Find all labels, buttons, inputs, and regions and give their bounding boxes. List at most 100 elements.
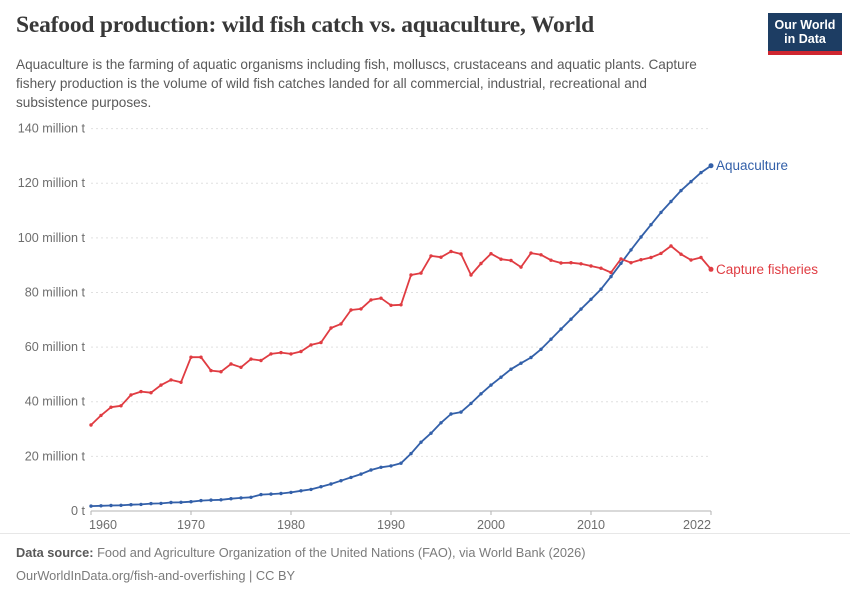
series-line-capture-fisheries[interactable]	[90, 245, 712, 426]
series-point-aquaculture[interactable]	[99, 504, 103, 508]
series-point-capture-fisheries[interactable]	[509, 258, 513, 263]
series-point-capture-fisheries[interactable]	[599, 266, 603, 270]
series-point-aquaculture[interactable]	[579, 307, 583, 311]
series-point-capture-fisheries[interactable]	[139, 389, 143, 394]
series-point-aquaculture[interactable]	[229, 497, 233, 501]
series-point-capture-fisheries[interactable]	[589, 264, 593, 268]
series-point-aquaculture[interactable]	[169, 500, 173, 505]
series-point-capture-fisheries[interactable]	[109, 405, 113, 409]
series-point-capture-fisheries[interactable]	[569, 261, 573, 265]
series-point-aquaculture[interactable]	[529, 355, 533, 360]
series-point-capture-fisheries[interactable]	[419, 271, 423, 275]
series-point-capture-fisheries[interactable]	[689, 258, 693, 262]
series-point-capture-fisheries[interactable]	[639, 258, 643, 262]
series-point-aquaculture[interactable]	[349, 475, 353, 480]
series-point-aquaculture[interactable]	[559, 327, 563, 331]
series-point-aquaculture[interactable]	[549, 337, 553, 341]
series-point-capture-fisheries[interactable]	[199, 355, 203, 359]
series-point-capture-fisheries[interactable]	[119, 404, 123, 408]
series-point-aquaculture[interactable]	[469, 401, 473, 406]
series-point-capture-fisheries[interactable]	[349, 308, 353, 312]
series-point-aquaculture[interactable]	[219, 498, 223, 502]
series-point-capture-fisheries[interactable]	[279, 350, 283, 355]
series-point-capture-fisheries[interactable]	[469, 273, 473, 277]
series-point-aquaculture[interactable]	[269, 492, 273, 496]
series-point-aquaculture[interactable]	[139, 502, 143, 507]
series-point-aquaculture[interactable]	[359, 472, 363, 476]
series-point-aquaculture[interactable]	[129, 503, 133, 507]
series-point-capture-fisheries[interactable]	[449, 249, 453, 254]
series-point-aquaculture[interactable]	[419, 440, 423, 444]
series-point-aquaculture[interactable]	[149, 501, 153, 506]
series-point-capture-fisheries[interactable]	[329, 326, 333, 330]
series-point-aquaculture[interactable]	[159, 501, 163, 506]
series-point-aquaculture[interactable]	[319, 485, 323, 489]
series-point-capture-fisheries[interactable]	[459, 252, 463, 256]
series-point-capture-fisheries[interactable]	[299, 349, 303, 354]
series-point-capture-fisheries[interactable]	[309, 343, 313, 347]
series-point-aquaculture[interactable]	[339, 479, 343, 483]
series-point-capture-fisheries[interactable]	[389, 303, 393, 307]
series-point-aquaculture[interactable]	[519, 361, 523, 365]
series-point-aquaculture[interactable]	[279, 491, 283, 496]
series-point-aquaculture[interactable]	[259, 492, 263, 497]
series-point-aquaculture[interactable]	[539, 347, 543, 351]
series-point-capture-fisheries[interactable]	[129, 393, 133, 397]
series-point-capture-fisheries[interactable]	[209, 368, 213, 373]
series-point-aquaculture[interactable]	[659, 210, 663, 215]
series-point-aquaculture[interactable]	[109, 503, 113, 508]
series-point-aquaculture[interactable]	[679, 188, 683, 193]
series-point-capture-fisheries[interactable]	[409, 273, 413, 277]
series-point-capture-fisheries[interactable]	[89, 423, 93, 427]
seafood-production-line-chart[interactable]: 0 t 20 million t 40 million t 60 million t 8…	[0, 115, 850, 545]
series-point-aquaculture[interactable]	[389, 464, 393, 468]
series-point-capture-fisheries[interactable]	[229, 362, 233, 366]
series-point-aquaculture[interactable]	[399, 461, 403, 465]
series-point-capture-fisheries[interactable]	[629, 261, 633, 265]
series-point-aquaculture[interactable]	[639, 235, 643, 239]
series-point-capture-fisheries[interactable]	[659, 251, 663, 256]
series-point-aquaculture[interactable]	[609, 274, 613, 279]
series-point-capture-fisheries[interactable]	[439, 255, 443, 259]
series-point-capture-fisheries[interactable]	[379, 296, 383, 300]
series-point-capture-fisheries[interactable]	[479, 261, 483, 266]
series-point-capture-fisheries[interactable]	[269, 352, 273, 356]
series-point-aquaculture[interactable]	[329, 482, 333, 486]
series-point-capture-fisheries[interactable]	[619, 257, 623, 261]
series-point-aquaculture[interactable]	[489, 383, 493, 387]
series-point-capture-fisheries[interactable]	[519, 265, 523, 269]
series-point-aquaculture[interactable]	[439, 421, 443, 425]
series-point-capture-fisheries[interactable]	[239, 365, 243, 369]
series-point-capture-fisheries[interactable]	[549, 258, 553, 262]
series-point-capture-fisheries[interactable]	[319, 340, 323, 345]
series-point-aquaculture[interactable]	[89, 504, 93, 508]
series-point-capture-fisheries[interactable]	[649, 255, 653, 260]
series-point-capture-fisheries[interactable]	[289, 352, 293, 356]
owid-license-link[interactable]: OurWorldInData.org/fish-and-overfishing …	[16, 568, 296, 584]
series-point-aquaculture[interactable]	[699, 170, 703, 175]
series-line-aquaculture[interactable]	[90, 164, 712, 507]
series-point-capture-fisheries[interactable]	[399, 303, 403, 307]
series-point-aquaculture[interactable]	[299, 489, 303, 493]
series-point-aquaculture[interactable]	[689, 179, 693, 184]
series-point-aquaculture[interactable]	[649, 223, 653, 227]
series-point-aquaculture[interactable]	[369, 468, 373, 472]
series-point-aquaculture[interactable]	[459, 410, 463, 414]
series-point-capture-fisheries[interactable]	[708, 266, 714, 272]
series-point-capture-fisheries[interactable]	[159, 383, 163, 387]
series-point-aquaculture[interactable]	[449, 412, 453, 416]
series-point-capture-fisheries[interactable]	[259, 358, 263, 363]
series-point-aquaculture[interactable]	[429, 431, 433, 435]
series-point-aquaculture[interactable]	[239, 496, 243, 500]
series-point-aquaculture[interactable]	[189, 500, 193, 504]
series-point-aquaculture[interactable]	[249, 495, 253, 499]
series-point-aquaculture[interactable]	[289, 490, 293, 495]
series-point-capture-fisheries[interactable]	[339, 322, 343, 326]
series-point-aquaculture[interactable]	[209, 498, 213, 502]
series-point-aquaculture[interactable]	[509, 367, 513, 371]
series-point-capture-fisheries[interactable]	[179, 380, 183, 384]
series-point-capture-fisheries[interactable]	[189, 355, 193, 359]
line-chart-canvas[interactable]: 0 t 20 million t 40 million t 60 million t 8…	[0, 115, 850, 545]
series-point-capture-fisheries[interactable]	[609, 270, 613, 275]
series-point-capture-fisheries[interactable]	[149, 391, 153, 395]
